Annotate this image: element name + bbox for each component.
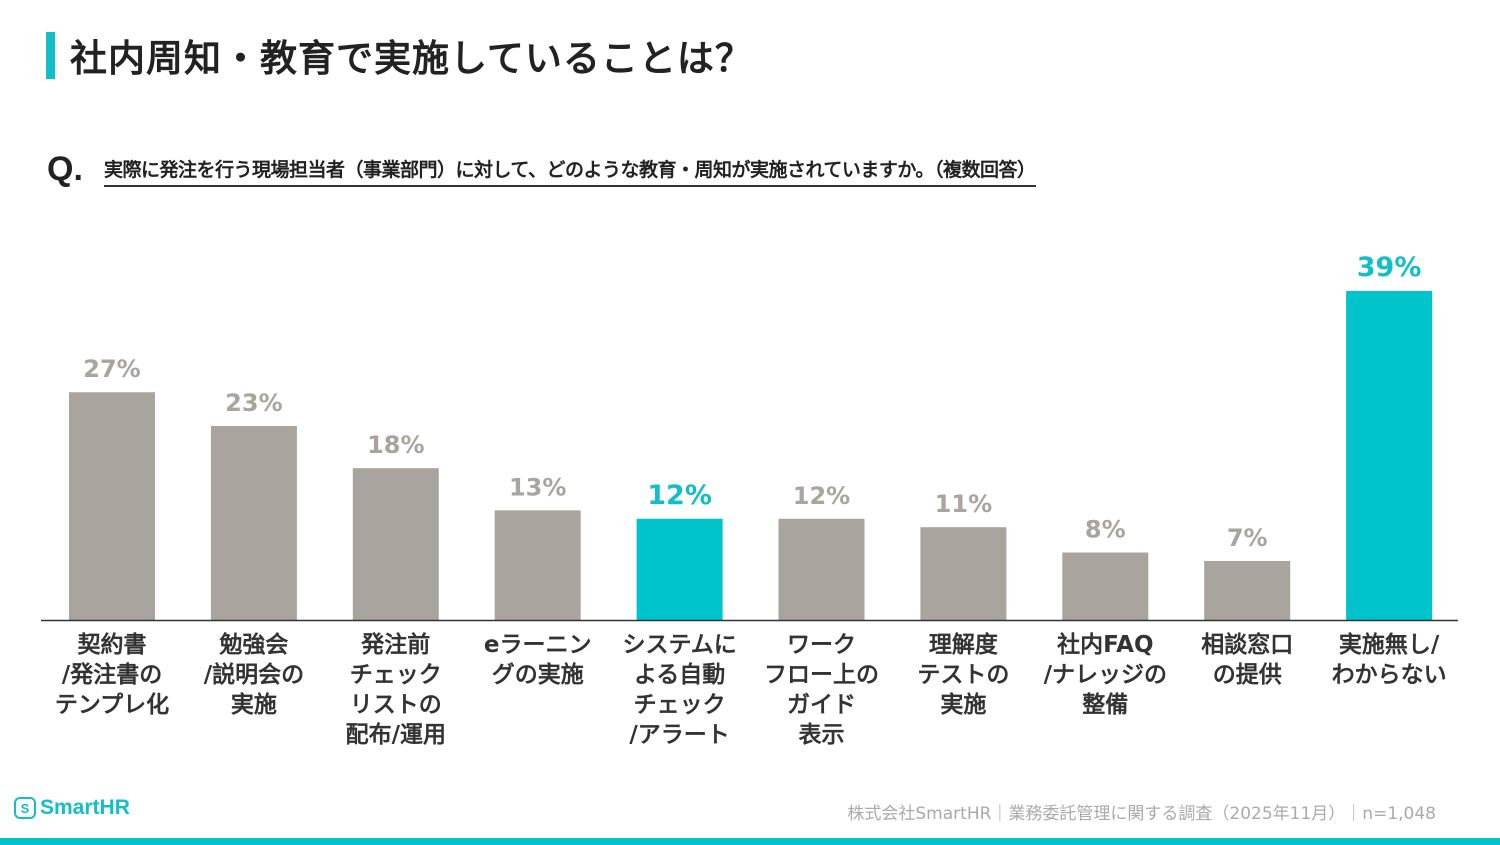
source-note: 株式会社SmartHR｜業務委託管理に関する調査（2025年11月）｜n=1,0…: [847, 804, 1436, 824]
data-label: 13%: [509, 473, 566, 501]
data-label: 23%: [225, 389, 282, 417]
question-mark-label: Q.: [47, 150, 83, 188]
data-label: 8%: [1085, 516, 1126, 544]
category-label: 発注前チェックリストの配布/運用: [326, 630, 466, 750]
category-label-line: フロー上の: [764, 662, 879, 688]
title-accent-bar: [46, 32, 55, 79]
category-label-line: 勉強会: [219, 632, 289, 658]
category-label-line: システムに: [622, 632, 737, 658]
category-label: 実施無し/わからない: [1319, 630, 1459, 690]
category-label-line: グの実施: [491, 662, 584, 688]
category-label-line: 契約書: [77, 632, 147, 658]
smarthr-logo-icon: S: [14, 797, 36, 819]
bar: [210, 425, 297, 620]
category-label: 社内FAQ/ナレッジの 整備: [1035, 630, 1175, 720]
category-label-line: よる自動: [633, 662, 726, 688]
category-label-line: 発注前: [361, 632, 431, 658]
bar: [1346, 291, 1433, 620]
logo-text: SmartHR: [40, 796, 130, 819]
data-label: 12%: [793, 482, 850, 510]
category-label-line: 実施: [940, 692, 987, 718]
category-label-line: ガイド: [787, 692, 856, 718]
category-label-line: チェック: [349, 662, 442, 688]
category-label-line: 相談窓口: [1201, 632, 1294, 658]
category-label-line: /アラート: [629, 722, 730, 748]
category-label-line: 理解度: [928, 632, 998, 658]
page-title: 社内周知・教育で実施していることは？: [70, 37, 753, 80]
category-label-line: テンプレ化: [54, 692, 170, 718]
data-label: 11%: [935, 490, 992, 518]
bar: [494, 510, 581, 620]
category-label-line: テストの: [917, 662, 1010, 688]
bar: [1062, 552, 1149, 620]
data-label: 39%: [1357, 252, 1422, 283]
data-label: 12%: [647, 480, 712, 511]
category-label-line: 実施: [230, 692, 277, 718]
category-label-line: /発注書の: [61, 662, 163, 688]
category-label-line: /説明会の: [203, 662, 305, 688]
category-label: ワークフロー上のガイド表示: [752, 630, 892, 750]
category-label-line: わからない: [1331, 662, 1447, 688]
data-label: 7%: [1227, 524, 1268, 552]
bar: [636, 518, 723, 620]
category-label-line: /ナレッジの: [1043, 662, 1167, 688]
category-label: 契約書/発注書のテンプレ化: [42, 630, 182, 720]
bar: [778, 518, 865, 620]
category-label-line: 表示: [798, 722, 845, 748]
bar: [920, 527, 1007, 620]
category-label-line: 実施無し/: [1338, 632, 1440, 658]
smarthr-logo: S SmartHR: [14, 796, 130, 820]
data-label: 18%: [367, 431, 424, 459]
bar: [69, 392, 155, 620]
category-label-line: リストの: [349, 692, 442, 718]
category-label-line: 社内FAQ: [1057, 632, 1154, 658]
category-label-line: 整備: [1082, 692, 1129, 718]
bar: [352, 468, 439, 620]
bar: [1204, 560, 1291, 620]
category-label: 勉強会/説明会の実施: [184, 630, 324, 720]
category-label-line: ワーク: [787, 632, 856, 658]
category-label-line: 配布/運用: [345, 722, 446, 748]
bottom-band: [0, 838, 1500, 845]
category-label: eラーニングの実施: [468, 630, 608, 690]
category-label-line: eラーニン: [483, 632, 592, 658]
question-text: 実際に発注を行う現場担当者（事業部門）に対して、どのような教育・周知が実施されて…: [104, 155, 1036, 187]
category-label: 理解度 テストの 実施: [893, 630, 1033, 720]
category-label: 相談窓口 の提供: [1177, 630, 1317, 690]
category-label-line: チェック: [633, 692, 726, 718]
category-label: システムによる自動チェック/アラート: [610, 630, 750, 750]
category-label-line: の提供: [1212, 662, 1282, 688]
data-label: 27%: [83, 355, 140, 383]
